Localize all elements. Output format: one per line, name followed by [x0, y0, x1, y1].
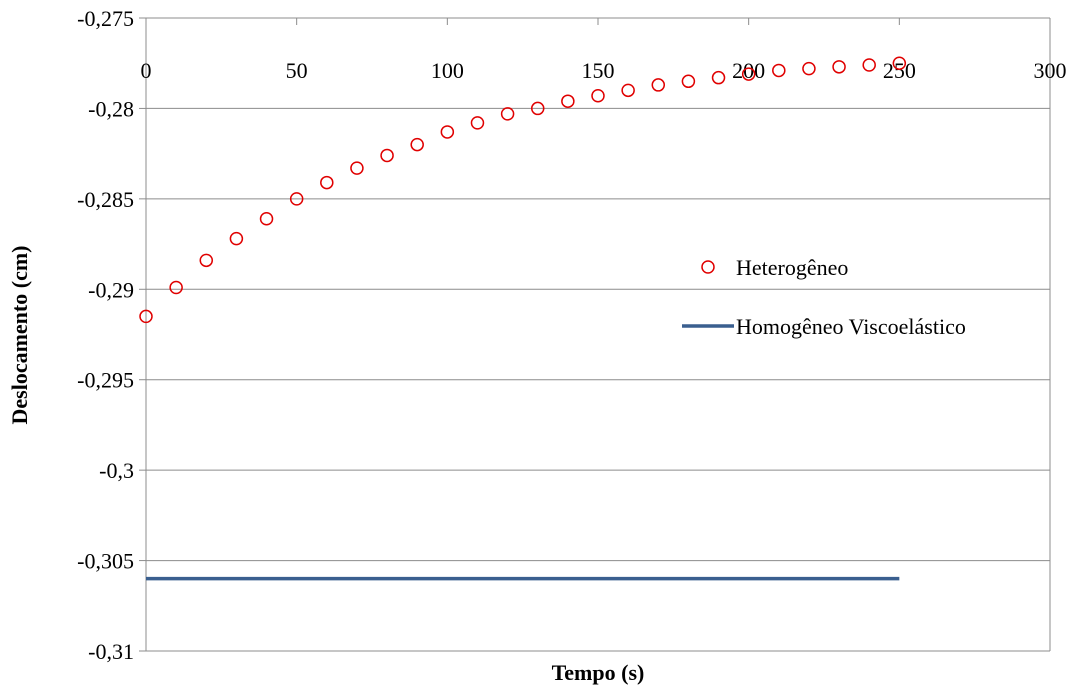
- y-tick-label: -0,285: [77, 187, 134, 212]
- data-point-heterogeneo: [169, 280, 183, 295]
- data-point-heterogeneo: [139, 309, 153, 324]
- gridlines: [146, 17, 1050, 652]
- data-point-heterogeneo: [259, 212, 274, 226]
- data-point-heterogeneo: [410, 137, 424, 152]
- x-tick-label: 100: [431, 58, 464, 83]
- axes: [139, 17, 1051, 652]
- data-point-heterogeneo: [350, 161, 364, 175]
- data-point-heterogeneo: [380, 148, 394, 163]
- x-tick-label: 150: [582, 58, 615, 83]
- legend: Heterogêneo Homogêneo Viscoelástico: [682, 255, 966, 339]
- data-point-heterogeneo: [711, 70, 726, 85]
- y-tick-label: -0,28: [88, 96, 134, 121]
- scatter-points: [139, 56, 907, 324]
- y-tick-label: -0,31: [88, 639, 134, 664]
- data-point-heterogeneo: [320, 175, 334, 190]
- x-tick-labels: 0 50 100 150 200 250 300: [141, 58, 1067, 83]
- data-point-heterogeneo: [802, 61, 816, 76]
- data-point-heterogeneo: [681, 74, 696, 89]
- data-point-heterogeneo: [832, 60, 846, 74]
- legend-label-homogeneo: Homogêneo Viscoelástico: [736, 314, 966, 339]
- x-axis-title: Tempo (s): [552, 660, 645, 685]
- data-point-heterogeneo: [229, 231, 244, 246]
- data-point-heterogeneo: [591, 89, 605, 103]
- data-point-heterogeneo: [289, 192, 304, 206]
- data-point-heterogeneo: [500, 107, 515, 121]
- y-axis-title: Deslocamento (cm): [7, 246, 32, 425]
- data-point-heterogeneo: [892, 56, 907, 70]
- legend-marker-heterogeneo: [701, 260, 715, 274]
- y-tick-labels: -0,275 -0,28 -0,285 -0,29 -0,295 -0,3 -0,305 -0…: [77, 6, 134, 664]
- data-point-heterogeneo: [741, 67, 756, 81]
- legend-label-heterogeneo: Heterogêneo: [736, 255, 848, 280]
- data-point-heterogeneo: [651, 78, 666, 92]
- x-tick-label: 250: [883, 58, 916, 83]
- data-point-heterogeneo: [470, 116, 485, 130]
- x-tick-label: 0: [141, 58, 152, 83]
- data-point-heterogeneo: [440, 125, 455, 139]
- y-tick-label: -0,3: [99, 458, 134, 483]
- data-point-heterogeneo: [530, 101, 545, 116]
- data-point-heterogeneo: [772, 63, 786, 78]
- x-tick-label: 300: [1034, 58, 1067, 83]
- data-point-heterogeneo: [862, 58, 876, 72]
- y-tick-label: -0,275: [77, 6, 134, 31]
- data-point-heterogeneo: [199, 253, 214, 268]
- y-tick-label: -0,29: [88, 277, 134, 302]
- data-point-heterogeneo: [561, 94, 575, 108]
- x-tick-label: 50: [286, 58, 308, 83]
- x-tick-label: 200: [732, 58, 765, 83]
- y-tick-label: -0,305: [77, 549, 134, 574]
- data-point-heterogeneo: [621, 83, 635, 98]
- y-tick-label: -0,295: [77, 368, 134, 393]
